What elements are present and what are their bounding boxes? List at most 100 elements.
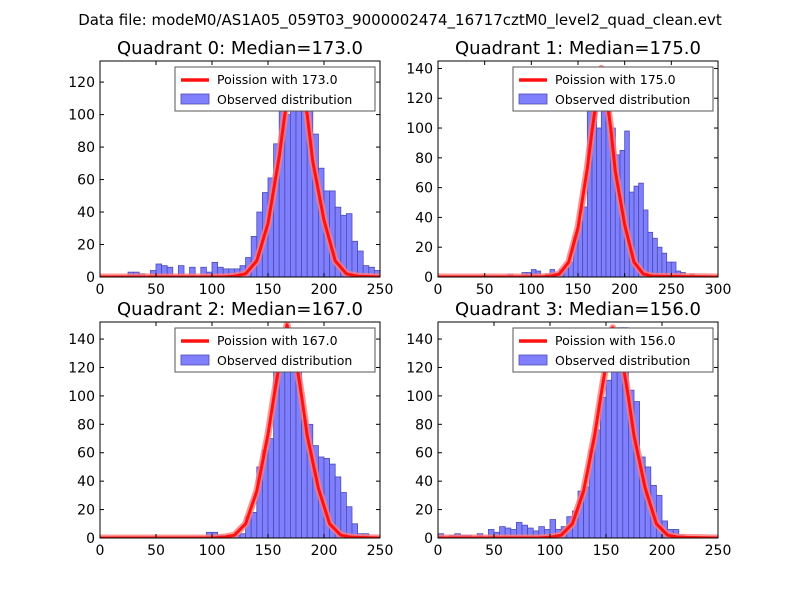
histogram-bar-2-13 xyxy=(284,345,291,538)
chart-data-2-legend-0: Poission with 167.0 xyxy=(217,333,338,348)
axes-frame-2 xyxy=(99,321,381,539)
legend-bar-swatch-0 xyxy=(180,93,210,105)
chart-data-0-xticks-2: 100 xyxy=(199,282,226,298)
chart-data-0-xticks-3: 150 xyxy=(255,282,282,298)
chart-data-3-yticks-0: 0 xyxy=(424,531,433,547)
figure-suptitle: Data file: modeM0/AS1A05_059T03_90000024… xyxy=(78,11,722,30)
chart-data-3-xticks-2: 100 xyxy=(537,543,564,559)
chart-data-3-yticks-3: 60 xyxy=(415,446,433,462)
histogram-bar-1-22 xyxy=(624,130,630,277)
legend-1: Poission with 175.0 Observed distribution xyxy=(512,66,714,112)
histogram-bar-1-26 xyxy=(642,209,649,277)
histogram-bar-3-26 xyxy=(600,396,607,538)
histogram-bar-2-14 xyxy=(289,355,297,538)
chart-data-0-yticks-6: 120 xyxy=(68,75,95,91)
histogram-bar-1-28 xyxy=(652,237,658,277)
chart-data-0-legend-0: Poission with 173.0 xyxy=(217,72,338,87)
chart-data-1-xticks-6: 300 xyxy=(705,282,732,298)
histogram-bar-1-32 xyxy=(670,261,677,277)
chart-data-3-legend-1: Observed distribution xyxy=(555,353,690,368)
axes-frame-3 xyxy=(437,321,719,539)
chart-data-1-xticks-4: 200 xyxy=(611,282,638,298)
chart-data-1-xticks-2: 100 xyxy=(518,282,545,298)
chart-data-2-xticks-0: 0 xyxy=(96,543,105,559)
chart-data-2-yticks-2: 40 xyxy=(77,474,95,490)
legend-bar-swatch-2 xyxy=(180,354,210,366)
axes-frame-0 xyxy=(99,60,381,278)
histogram-bar-2-25 xyxy=(351,523,358,538)
histogram-bar-3-27 xyxy=(605,379,612,538)
legend-0: Poission with 173.0 Observed distribution xyxy=(174,66,376,112)
histogram-bar-1-16 xyxy=(596,127,602,277)
chart-data-0-xticks-1: 50 xyxy=(147,282,165,298)
chart-data-2-legend-1: Observed distribution xyxy=(217,353,352,368)
chart-data-0-title: Quadrant 0: Median=173.0 xyxy=(117,38,363,59)
chart-data-1-xticks-0: 0 xyxy=(434,282,443,298)
chart-data-1-xticks-1: 50 xyxy=(476,282,494,298)
histogram-bar-1-25 xyxy=(638,182,644,277)
chart-data-3-yticks-5: 100 xyxy=(406,389,433,405)
chart-data-2-xticks-5: 250 xyxy=(367,543,394,559)
chart-data-1-yticks-7: 140 xyxy=(406,61,433,77)
legend-bar-swatch-1 xyxy=(518,93,548,105)
chart-data-3-yticks-1: 20 xyxy=(415,503,433,519)
histogram-bar-0-41 xyxy=(379,271,380,277)
histogram-bar-0-25 xyxy=(289,109,297,277)
chart-data-0-xticks-4: 200 xyxy=(311,282,338,298)
chart-data-3-yticks-4: 80 xyxy=(415,417,433,433)
chart-data-3-yticks-7: 140 xyxy=(406,332,433,348)
chart-data-0-xticks-5: 250 xyxy=(367,282,394,298)
histogram-bar-0-24 xyxy=(284,114,291,277)
chart-data-2-xticks-1: 50 xyxy=(147,543,165,559)
quadrant-2-panel: Quadrant 2: Median=167.0 0 50 100 150 200 250 0… xyxy=(68,299,393,559)
chart-data-3-yticks-6: 120 xyxy=(406,360,433,376)
chart-data-1-xticks-3: 150 xyxy=(565,282,592,298)
chart-data-3-yticks-2: 40 xyxy=(415,474,433,490)
histogram-bar-2-7 xyxy=(250,512,258,538)
chart-data-1-yticks-5: 100 xyxy=(406,121,433,137)
chart-data-3-legend-0: Poission with 156.0 xyxy=(555,333,676,348)
chart-data-2-yticks-3: 60 xyxy=(77,446,95,462)
chart-data-2-title: Quadrant 2: Median=167.0 xyxy=(117,299,363,320)
chart-data-1-yticks-0: 0 xyxy=(424,270,433,286)
quadrant-3-panel: Quadrant 3: Median=156.0 0 50 100 150 200 250 0… xyxy=(406,299,731,559)
chart-data-2-xticks-2: 100 xyxy=(199,543,226,559)
chart-data-1-yticks-2: 40 xyxy=(415,210,433,226)
chart-data-2-yticks-5: 100 xyxy=(68,389,95,405)
histogram-bar-3-28 xyxy=(611,342,618,538)
chart-data-2-yticks-7: 140 xyxy=(68,332,95,348)
chart-data-0-yticks-0: 0 xyxy=(86,270,95,286)
legend-3: Poission with 156.0 Observed distribution xyxy=(512,327,714,373)
chart-data-0-yticks-5: 100 xyxy=(68,108,95,124)
chart-data-3-xticks-3: 150 xyxy=(593,543,620,559)
histogram-bar-0-7 xyxy=(177,265,185,277)
histogram-bar-2-12 xyxy=(278,359,286,538)
histogram-bars-1 xyxy=(507,87,696,277)
histogram-bar-1-29 xyxy=(656,246,663,277)
histogram-bar-1-13 xyxy=(582,206,588,277)
legend-bar-swatch-3 xyxy=(518,354,548,366)
chart-data-1-yticks-1: 20 xyxy=(415,240,433,256)
histogram-bars-2 xyxy=(205,345,370,538)
chart-data-0-yticks-2: 40 xyxy=(77,205,95,221)
chart-data-1-yticks-4: 80 xyxy=(415,151,433,167)
histogram-bar-2-10 xyxy=(267,438,274,538)
histogram-bar-1-27 xyxy=(647,231,654,277)
histogram-bar-2-5 xyxy=(239,533,246,538)
histogram-bar-0-6 xyxy=(166,266,174,277)
histogram-bar-1-17 xyxy=(600,87,607,277)
chart-data-0-xticks-0: 0 xyxy=(96,282,105,298)
chart-data-3-xticks-4: 200 xyxy=(649,543,676,559)
chart-data-3-xticks-5: 250 xyxy=(705,543,732,559)
chart-data-1-title: Quadrant 1: Median=175.0 xyxy=(455,38,701,59)
chart-data-1-xticks-5: 250 xyxy=(658,282,685,298)
chart-data-0-yticks-1: 20 xyxy=(77,238,95,254)
chart-data-3-title: Quadrant 3: Median=156.0 xyxy=(455,299,701,320)
chart-data-2-xticks-3: 150 xyxy=(255,543,282,559)
quadrant-0-panel: Quadrant 0: Median=173.0 0 50 100 150 200 250 0… xyxy=(68,38,393,298)
chart-data-3-xticks-0: 0 xyxy=(434,543,443,559)
chart-data-1-legend-0: Poission with 175.0 xyxy=(555,72,676,87)
quadrant-1-panel: Quadrant 1: Median=175.00 50 100 150 200 250 3… xyxy=(406,38,731,298)
chart-data-2-yticks-4: 80 xyxy=(77,417,95,433)
histogram-bar-0-8 xyxy=(189,266,196,277)
